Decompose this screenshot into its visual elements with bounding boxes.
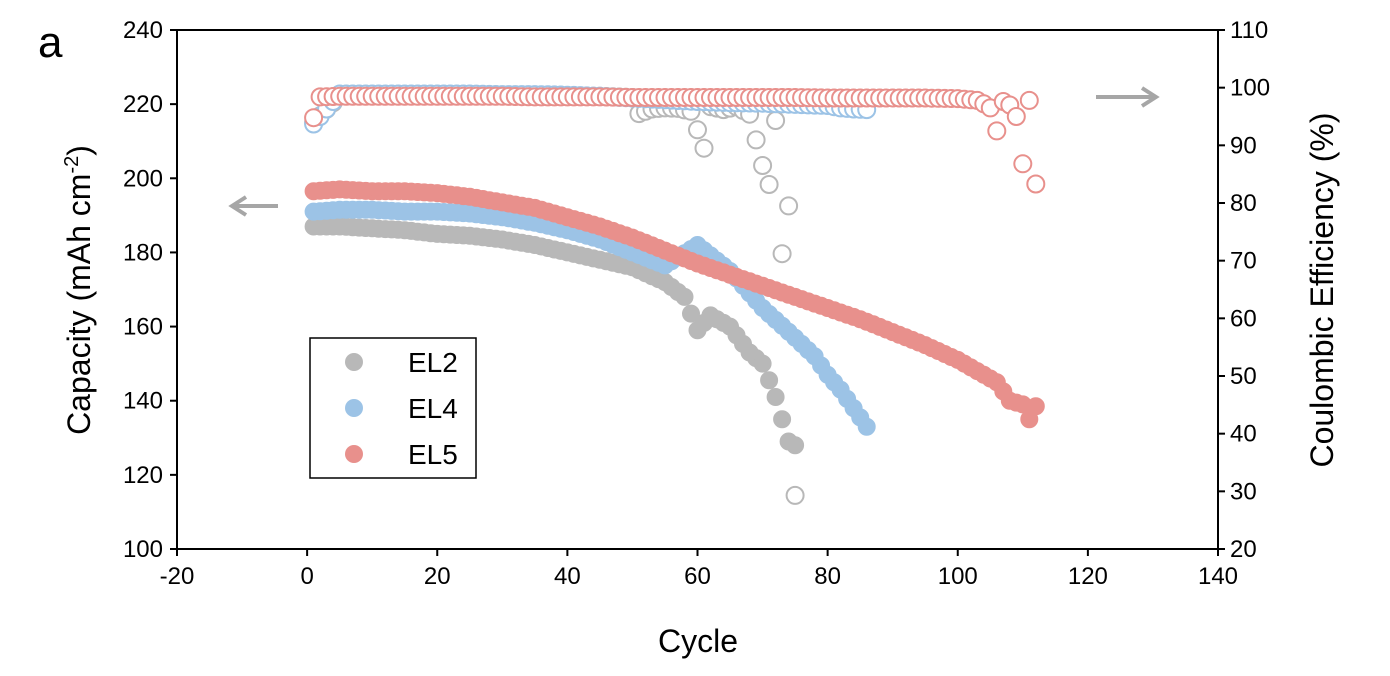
efficiency-point-el5 — [304, 108, 324, 128]
y-right-tick-label: 90 — [1230, 132, 1257, 159]
y-left-axis-title-main: Capacity (mAh cm — [61, 174, 97, 435]
x-tick-label: 40 — [554, 563, 581, 590]
y-left-tick-label: 180 — [123, 239, 163, 266]
efficiency-point-el2 — [688, 120, 707, 140]
x-axis-title: Cycle — [658, 623, 738, 659]
efficiency-point-el2 — [779, 196, 799, 216]
efficiency-point-el2 — [746, 130, 766, 150]
capacity-point-el5 — [1026, 397, 1045, 416]
panel-label: a — [38, 18, 63, 67]
x-tick-label: -20 — [160, 563, 195, 590]
x-tick-label: 60 — [684, 563, 711, 590]
left-arrow-icon — [228, 195, 278, 217]
y-left-tick-label: 160 — [123, 314, 163, 341]
legend-label-el4: EL4 — [408, 393, 458, 424]
efficiency-point-el2 — [785, 485, 805, 505]
y-left-tick-label: 100 — [123, 536, 163, 563]
y-right-axis-ticks: 20 30 40 50 60 70 80 90 100 110 — [1218, 17, 1270, 563]
y-right-tick-label: 110 — [1230, 17, 1268, 44]
efficiency-point-el2 — [694, 138, 714, 158]
capacity-point-el2 — [682, 304, 700, 323]
legend: EL2 EL4 EL5 — [309, 337, 477, 479]
y-left-tick-label: 200 — [123, 165, 163, 192]
y-left-axis-title-sup: -2 — [61, 156, 83, 174]
y-right-tick-label: 20 — [1230, 536, 1257, 563]
y-left-axis-ticks: 100 120 140 160 180 200 220 240 — [123, 17, 177, 563]
legend-marker-el5 — [345, 445, 363, 463]
x-tick-label: 0 — [300, 563, 313, 590]
y-right-tick-label: 40 — [1230, 421, 1257, 448]
x-tick-label: 120 — [1068, 563, 1108, 590]
x-tick-label: 20 — [424, 563, 451, 590]
x-axis-ticks: -20 0 20 40 60 80 100 120 140 — [160, 549, 1238, 590]
capacity-point-el2 — [753, 354, 772, 373]
y-right-tick-label: 60 — [1230, 305, 1257, 332]
capacity-point-el2 — [773, 410, 792, 429]
capacity-point-el2 — [766, 388, 785, 406]
y-right-tick-label: 50 — [1230, 363, 1257, 390]
capacity-point-el4 — [857, 417, 876, 436]
y-right-tick-label: 80 — [1230, 190, 1257, 217]
y-right-tick-label: 30 — [1230, 478, 1257, 505]
capacity-point-el2 — [760, 371, 779, 390]
data-marks — [304, 84, 1046, 505]
y-left-tick-label: 120 — [123, 462, 163, 489]
y-right-tick-label: 100 — [1230, 75, 1270, 102]
efficiency-point-el5 — [1026, 174, 1046, 194]
y-left-axis-title-end: ) — [61, 145, 97, 156]
efficiency-point-el5 — [987, 121, 1007, 141]
y-right-tick-label: 70 — [1230, 248, 1257, 275]
capacity-point-el2 — [675, 287, 694, 306]
y-left-tick-label: 140 — [123, 388, 163, 415]
efficiency-point-el2 — [772, 244, 792, 264]
y-left-axis-title: Capacity (mAh cm-2) — [61, 145, 97, 435]
x-tick-label: 100 — [938, 563, 978, 590]
legend-label-el5: EL5 — [408, 439, 458, 470]
efficiency-point-el5 — [1019, 90, 1039, 110]
efficiency-point-el5 — [1013, 154, 1033, 174]
capacity-point-el2 — [786, 436, 805, 455]
x-tick-label: 80 — [814, 563, 841, 590]
legend-marker-el4 — [345, 399, 363, 417]
efficiency-point-el2 — [766, 111, 786, 130]
y-right-axis-title: Coulombic Efficiency (%) — [1304, 112, 1340, 467]
y-left-tick-label: 220 — [123, 91, 163, 118]
legend-marker-el2 — [345, 353, 363, 371]
legend-box — [309, 337, 477, 479]
efficiency-point-el2 — [759, 175, 779, 194]
efficiency-point-el2 — [753, 156, 773, 175]
efficiency-point-el5 — [1006, 107, 1026, 126]
legend-label-el2: EL2 — [408, 347, 458, 378]
x-tick-label: 140 — [1198, 563, 1238, 590]
right-arrow-icon — [1096, 86, 1160, 108]
y-left-tick-label: 240 — [123, 17, 163, 44]
